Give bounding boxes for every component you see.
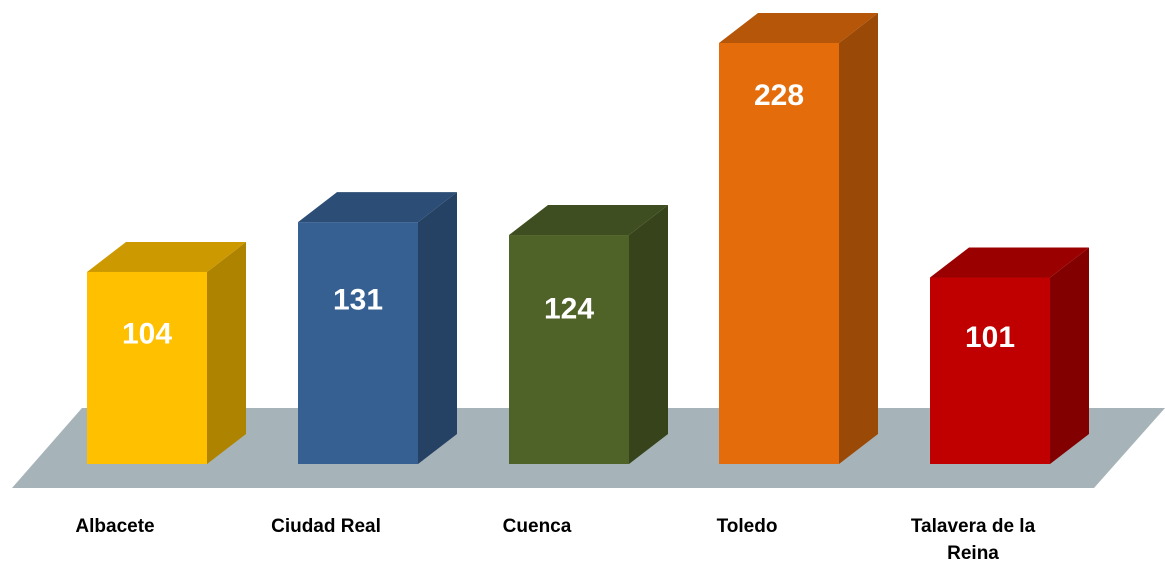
category-label-talavera-de-la-reina: Talavera de la Reina (911, 516, 1036, 564)
bar-side-face (207, 241, 246, 464)
category-label-toledo: Toledo (717, 516, 778, 537)
bar-top-face (509, 205, 668, 236)
bar-side-face (629, 205, 668, 464)
bar-side-face (418, 192, 457, 464)
bar-talavera-de-la-reina (930, 247, 1089, 464)
bar-top-face (719, 13, 878, 43)
bar-front-face (87, 271, 207, 464)
bar-albacete (87, 241, 246, 464)
bar-front-face (509, 235, 629, 464)
bar-top-face (298, 192, 457, 223)
data-label-cuenca: 124 (544, 292, 594, 325)
bar-side-face (839, 13, 878, 464)
data-label-toledo: 228 (754, 79, 804, 112)
bar-top-face (930, 247, 1089, 278)
category-label-cuenca: Cuenca (503, 516, 572, 537)
bar-front-face (930, 277, 1050, 464)
bar-toledo (719, 13, 878, 464)
category-label-albacete: Albacete (75, 516, 154, 537)
category-labels-group: Albacete Ciudad Real Cuenca Toledo Talavera … (75, 516, 1035, 564)
bar-cuenca (509, 205, 668, 464)
value-labels-group: 104 131 124 228 101 (122, 79, 1015, 354)
bars-group (87, 13, 1089, 464)
bar-top-face (87, 241, 246, 272)
bar-ciudad-real (298, 192, 457, 464)
bar-front-face (298, 222, 418, 464)
data-label-albacete: 104 (122, 317, 172, 350)
bar-front-face (719, 43, 839, 464)
category-label-ciudad-real: Ciudad Real (271, 516, 381, 537)
bar-side-face (1050, 247, 1089, 464)
data-label-ciudad-real: 131 (333, 284, 383, 317)
data-label-talavera-de-la-reina: 101 (965, 321, 1015, 354)
